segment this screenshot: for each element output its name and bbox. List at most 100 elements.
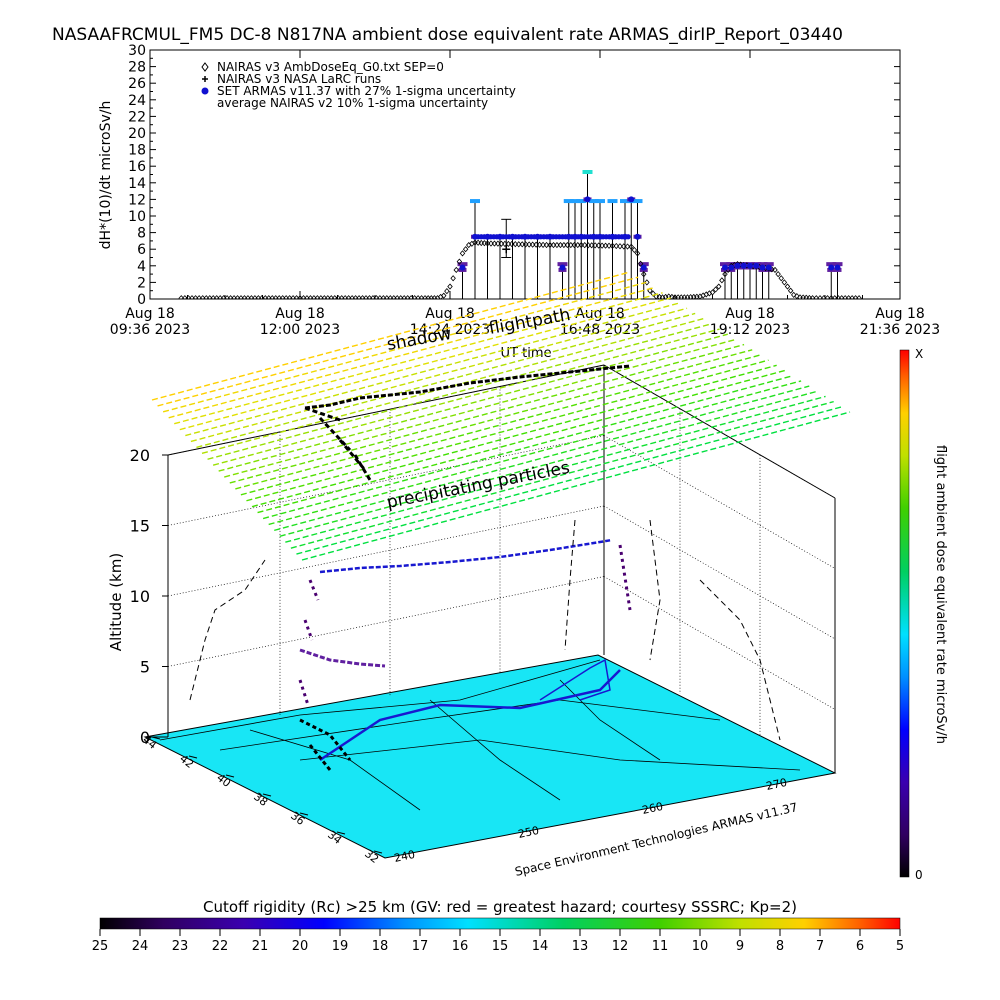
nairas-point (227, 295, 234, 299)
nairas-point (331, 295, 338, 299)
precip-line (296, 406, 843, 555)
altitude-grid-left (167, 435, 605, 526)
altitude-tick-label: 5 (140, 658, 150, 677)
nairas-point (387, 295, 394, 299)
x-tick-label-time: 14:24 2023 (410, 322, 490, 338)
flight-shadow (189, 519, 781, 741)
nairas-point (550, 241, 557, 249)
nairas-point (564, 241, 571, 249)
rigidity-colorbar-title: Cutoff rigidity (Rc) >25 km (GV: red = g… (203, 898, 797, 916)
nairas-point (325, 295, 331, 299)
precip-line (268, 380, 802, 526)
nairas-point (255, 295, 262, 299)
nairas-point (370, 295, 376, 299)
flight-track-purple (299, 648, 386, 668)
armas-point (740, 262, 747, 269)
rigidity-tick-label: 21 (252, 939, 269, 954)
precip-line (162, 281, 647, 413)
flight-track-top (304, 364, 631, 481)
nairas-point (450, 275, 456, 282)
armas-point (753, 262, 760, 269)
nairas-point (300, 295, 307, 299)
latitude-tick (225, 774, 235, 778)
precip-line (196, 312, 696, 449)
nairas-point (656, 293, 663, 299)
dose-colorbar: X 0 flight ambient dose equivalent rate … (899, 347, 948, 882)
nairas-point (716, 283, 722, 290)
nairas-point (641, 270, 647, 278)
precip-line (246, 359, 769, 502)
nairas-point (241, 295, 248, 299)
rigidity-tick-label: 22 (212, 939, 229, 954)
altitude-grid-left (167, 505, 605, 597)
nairas-point (787, 287, 794, 294)
nairas-point (342, 295, 348, 299)
rigidity-tick-label: 9 (736, 939, 744, 954)
nairas-point (408, 295, 414, 299)
nairas-point (561, 241, 567, 249)
y-tick-label: 18 (128, 143, 146, 159)
nairas-point (722, 270, 728, 278)
rigidity-tick-label: 8 (776, 939, 784, 954)
nairas-point (279, 295, 286, 299)
legend-label: NAIRAS v3 NASA LaRC runs (217, 72, 381, 86)
nairas-point (505, 240, 512, 248)
y-tick-label: 22 (128, 109, 146, 125)
precip-line (185, 302, 680, 437)
nairas-point (276, 295, 282, 299)
dose-colorbar-top: X (915, 347, 923, 361)
rigidity-tick-label: 23 (172, 939, 189, 954)
y-tick-label: 14 (128, 176, 146, 192)
nairas-point (220, 295, 227, 299)
armas-point (634, 233, 641, 240)
armas-point (722, 264, 728, 271)
series-nairas-larc (501, 218, 512, 258)
legend-marker-dot (201, 87, 209, 95)
x-tick-label-time: 12:00 2023 (260, 322, 340, 338)
series-set-armas (459, 196, 841, 271)
nairas-point (609, 242, 616, 249)
precip-line (285, 395, 826, 543)
nairas-point (842, 295, 848, 299)
rigidity-tick-label: 16 (452, 939, 469, 954)
nairas-point (856, 295, 862, 299)
rigidity-tick-label: 6 (856, 939, 864, 954)
nairas-point (835, 295, 841, 299)
nairas-point (602, 242, 609, 249)
precip-line (274, 385, 810, 532)
altitude-grid-right (603, 505, 836, 640)
rigidity-tick-label: 15 (492, 939, 509, 954)
x-tick-label-date: Aug 18 (125, 306, 175, 322)
nairas-point (540, 241, 546, 248)
x-tick-label-date: Aug 18 (725, 306, 775, 322)
altitude-grid-right (603, 576, 836, 710)
nairas-point (356, 295, 362, 299)
nairas-point (321, 295, 328, 299)
nairas-point (397, 295, 404, 299)
rigidity-tick-label: 5 (896, 939, 904, 954)
y-tick-label: 6 (137, 242, 146, 258)
armas-point (459, 264, 466, 271)
nairas-point (529, 241, 536, 248)
precip-line (174, 292, 663, 425)
nairas-point (637, 260, 644, 267)
x-tick-label-date: Aug 18 (575, 306, 625, 322)
nairas-point (512, 241, 519, 248)
x-axis-label: UT time (501, 346, 552, 361)
latitude-tick (188, 755, 198, 759)
nairas-point (373, 295, 380, 299)
nairas-point (213, 295, 220, 299)
nairas-point (272, 295, 279, 299)
nairas-point (185, 295, 192, 299)
altitude-tick-label: 20 (130, 446, 150, 465)
y-tick-label: 4 (137, 259, 146, 275)
precip-line (279, 390, 818, 537)
legend-label: NAIRAS v3 AmbDoseEq_G0.txt SEP=0 (217, 60, 444, 74)
legend-label: SET ARMAS v11.37 with 27% 1-sigma uncert… (217, 84, 516, 98)
altitude-axis-label: Altitude (km) (107, 553, 125, 651)
nairas-point (606, 242, 612, 249)
rigidity-tick-label: 10 (692, 939, 709, 954)
nairas-point (293, 295, 300, 299)
nairas-point (269, 295, 275, 299)
